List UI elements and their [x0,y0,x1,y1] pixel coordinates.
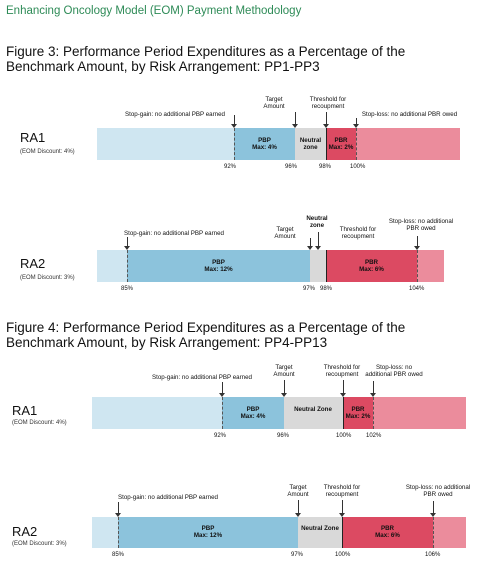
ra2-label: RA2 [12,524,38,539]
page-header: Enhancing Oncology Model (EOM) Payment M… [6,5,302,17]
ra2-label: RA2 [20,256,46,271]
neutral-zone-label: Neutral Zone [294,406,332,413]
stop-gain-callout: Stop-gain: no additional PBP earned [118,494,218,501]
threshold-callout: Threshold for recoupment [323,364,361,378]
ra1-discount: (EOM Discount: 4%) [20,149,75,155]
tick-label: 100% [335,552,351,558]
beyond-stop-loss-segment [356,128,460,160]
ra2-discount: (EOM Discount: 3%) [20,275,75,281]
ra1-discount: (EOM Discount: 4%) [12,420,67,426]
neutral-zone-segment [284,397,343,429]
target-callout: Target Amount [287,484,309,498]
stop-gain-line [127,250,128,282]
pbp-segment [234,128,295,160]
target-callout: Target Amount [273,364,295,378]
threshold-callout: Threshold for recoupment [323,484,361,498]
figure-4-title: Figure 4: Performance Period Expenditure… [6,320,406,350]
pbp-label: PBP Max: 12% [193,525,223,539]
stop-loss-line [356,128,357,160]
baseline-segment [97,128,234,160]
pbp-segment [127,250,310,282]
threshold-line [343,397,344,429]
tick-label: 97% [291,552,304,558]
baseline-segment [92,397,222,429]
tick-label: 98% [320,286,333,292]
pbr-label: PBR Max: 2% [328,137,354,151]
neutral-zone-segment [310,250,326,282]
threshold-line [326,250,327,282]
baseline-segment [92,517,118,548]
pbp-label: PBP Max: 4% [240,406,266,420]
tick-label: 104% [409,286,425,292]
pbp-label: PBP Max: 12% [204,259,233,273]
neutral-zone-segment [295,128,326,160]
neutral-zone-callout: Neutral zone [306,215,328,229]
tick-label: 92% [224,164,237,170]
pbp-segment [222,397,284,429]
stop-gain-callout: Stop-gain: no additional PBP earned [125,111,225,118]
tick-label: 96% [285,164,298,170]
stop-gain-line [118,517,119,548]
ra1-label: RA1 [20,130,46,145]
figure-3-title: Figure 3: Performance Period Expenditure… [6,44,406,74]
pbr-segment [326,250,417,282]
beyond-stop-loss-segment [433,517,466,548]
stop-loss-line [417,250,418,282]
beyond-stop-loss-segment [373,397,466,429]
tick-label: 102% [366,433,382,439]
neutral-zone-label: Neutral zone [299,137,322,151]
stop-gain-callout: Stop-gain: no additional PBP earned [152,374,252,381]
tick-label: 100% [336,433,352,439]
neutral-zone-label: Neutral Zone [301,525,339,532]
stop-loss-line [373,397,374,429]
stop-loss-callout: Stop-loss: no additional PBR owed [405,484,471,498]
tick-label: 85% [112,552,125,558]
pbp-label: PBP Max: 4% [252,137,277,151]
threshold-line [326,128,327,160]
pbr-label: PBR Max: 2% [345,406,371,420]
tick-label: 100% [350,164,366,170]
target-callout: Target Amount [263,96,285,110]
threshold-line [342,517,343,548]
pbr-label: PBR Max: 6% [375,525,400,539]
tick-label: 106% [425,552,441,558]
ra1-label: RA1 [12,403,38,418]
pbr-segment [343,397,373,429]
pbr-segment [342,517,433,548]
tick-label: 96% [277,433,290,439]
threshold-callout: Threshold for recoupment [339,226,377,240]
ra2-discount: (EOM Discount: 3%) [12,541,67,547]
threshold-callout: Threshold for recoupment [309,96,347,110]
stop-gain-line [222,397,223,429]
stop-loss-callout: Stop-loss: no additional PBR owed [388,218,454,232]
stop-loss-line [433,517,434,548]
baseline-segment [97,250,127,282]
neutral-zone-segment [298,517,342,548]
tick-label: 98% [319,164,332,170]
tick-label: 92% [214,433,227,439]
pbr-label: PBR Max: 6% [359,259,384,273]
beyond-stop-loss-segment [417,250,444,282]
stop-loss-callout: Stop-loss: no additional PBR owed [361,111,458,118]
tick-label: 85% [121,286,134,292]
stop-gain-line [234,128,235,160]
tick-label: 97% [303,286,316,292]
pbp-segment [118,517,298,548]
stop-loss-callout: Stop-loss: no additional PBR owed [365,364,423,378]
target-callout: Target Amount [274,226,296,240]
pbr-segment [326,128,356,160]
stop-gain-callout: Stop-gain: no additional PBP earned [124,230,224,237]
